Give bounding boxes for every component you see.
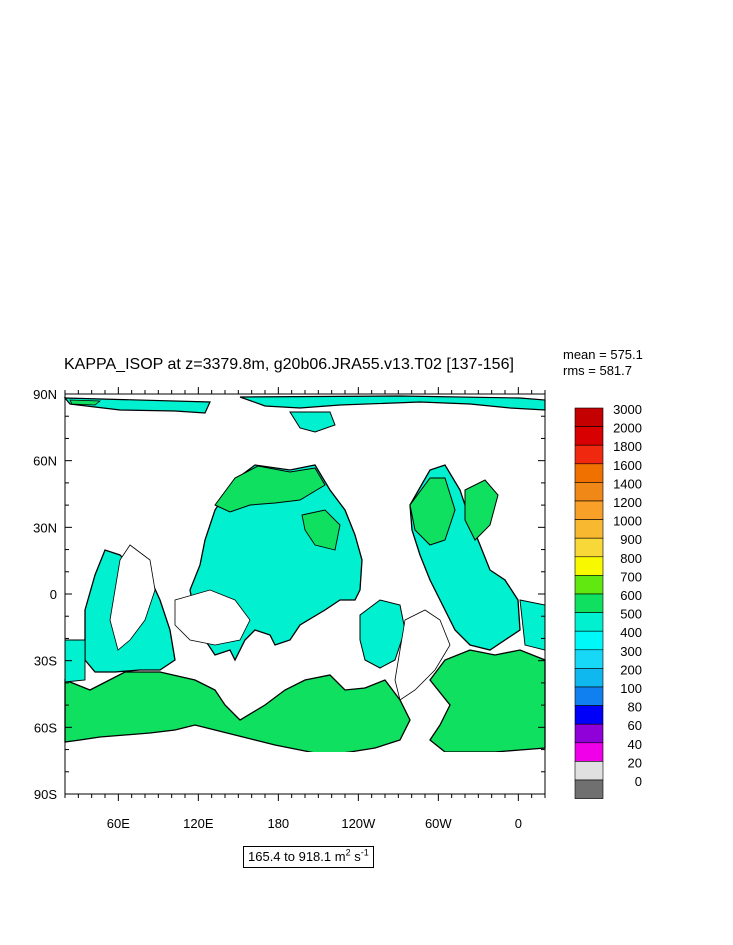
colorbar-swatch [574,444,604,465]
colorbar-label: 500 [620,607,642,622]
colorbar-swatch [574,779,604,799]
range-unit-tail: s [350,849,361,864]
lat-label: 60S [34,720,57,735]
lon-label: 120E [183,816,214,831]
pacific-east-green [301,509,341,551]
colorbar-label: 700 [620,569,642,584]
pacific-north-green [214,465,326,513]
range-label: 165.4 to 918.1 m2 s-1 [243,846,374,868]
colorbar-swatch [574,519,604,539]
arctic-island-strip [289,411,336,433]
colorbar-swatch [574,426,604,446]
lat-label: 0 [50,587,57,602]
colorbar-swatch [574,686,604,706]
colorbar-swatch [574,463,604,483]
colorbar-swatch [574,482,604,502]
colorbar-swatch [574,723,604,744]
colorbar-label: 2000 [613,421,642,436]
lon-label: 60E [107,816,130,831]
longitude-ticks: 60E 120E 180 120W 60W 0 [64,387,546,831]
colorbar-label: 1800 [613,439,642,454]
lon-label: 120W [341,816,376,831]
antarctica-land [65,752,545,794]
australia-land [174,589,251,646]
colorbar-label: 800 [620,551,642,566]
colorbar-swatch [574,742,604,762]
colorbar-label: 1400 [613,476,642,491]
range-text: 165.4 to 918.1 m [248,849,346,864]
colorbar-label: 0 [635,774,642,789]
colorbar-label: 60 [628,718,642,733]
colorbar-swatch [574,500,604,520]
colorbar-label: 1000 [613,514,642,529]
colorbar-label: 40 [628,737,642,752]
colorbar-swatch [574,407,604,427]
colorbar-label: 1200 [613,495,642,510]
colorbar-label: 600 [620,588,642,603]
colorbar-swatch [574,575,604,595]
colorbar-swatch [574,649,604,669]
lat-label: 30N [33,520,57,535]
colorbar-swatch [574,612,604,632]
colorbar-swatch [574,761,604,781]
arctic-green-patch [69,399,102,406]
arctic-ocean-region [63,397,211,414]
colorbar-swatch [574,705,604,725]
southern-ocean-region [64,671,411,756]
colorbar-label: 200 [620,662,642,677]
colorbar-swatch [574,593,604,613]
plot-title: KAPPA_ISOP at z=3379.8m, g20b06.JRA55.v1… [64,356,514,373]
land-masks [65,544,545,794]
colorbar-swatch [574,537,604,558]
caribbean-region [359,599,406,669]
colorbar-swatch [574,630,604,651]
colorbar: 3000200018001600140012001000900800700600… [574,402,642,799]
lon-label: 0 [515,816,522,831]
lat-label: 90S [34,787,57,802]
colorbar-label: 300 [620,644,642,659]
latitude-ticks: 90N 60N 30N 0 30S 60S 90S [33,387,545,802]
rms-value: rms = 581.7 [563,363,633,378]
colorbar-label: 400 [620,625,642,640]
lat-label: 90N [33,387,57,402]
stats-panel: mean = 575.1 rms = 581.7 [563,347,643,379]
colorbar-label: 100 [620,681,642,696]
lon-label: 60W [425,816,452,831]
mean-value: mean = 575.1 [563,347,643,362]
colorbar-swatch [574,668,604,688]
colorbar-label: 80 [628,700,642,715]
colorbar-label: 20 [628,755,642,770]
southern-ocean-east [429,649,546,753]
south-america-land [394,609,451,701]
atlantic-north-green [409,477,456,546]
colorbar-label: 900 [620,532,642,547]
lat-label: 60N [33,454,57,469]
range-unit-power: 2 [345,847,351,858]
range-unit-tail-power: -1 [360,847,369,858]
africa-land [109,544,156,651]
colorbar-swatch [574,556,604,576]
colorbar-label: 3000 [613,402,642,417]
lon-label: 180 [267,816,289,831]
atlantic-green-east [464,479,499,541]
lat-label: 30S [34,654,57,669]
arctic-ocean-region-2 [239,395,546,411]
colorbar-label: 1600 [613,458,642,473]
